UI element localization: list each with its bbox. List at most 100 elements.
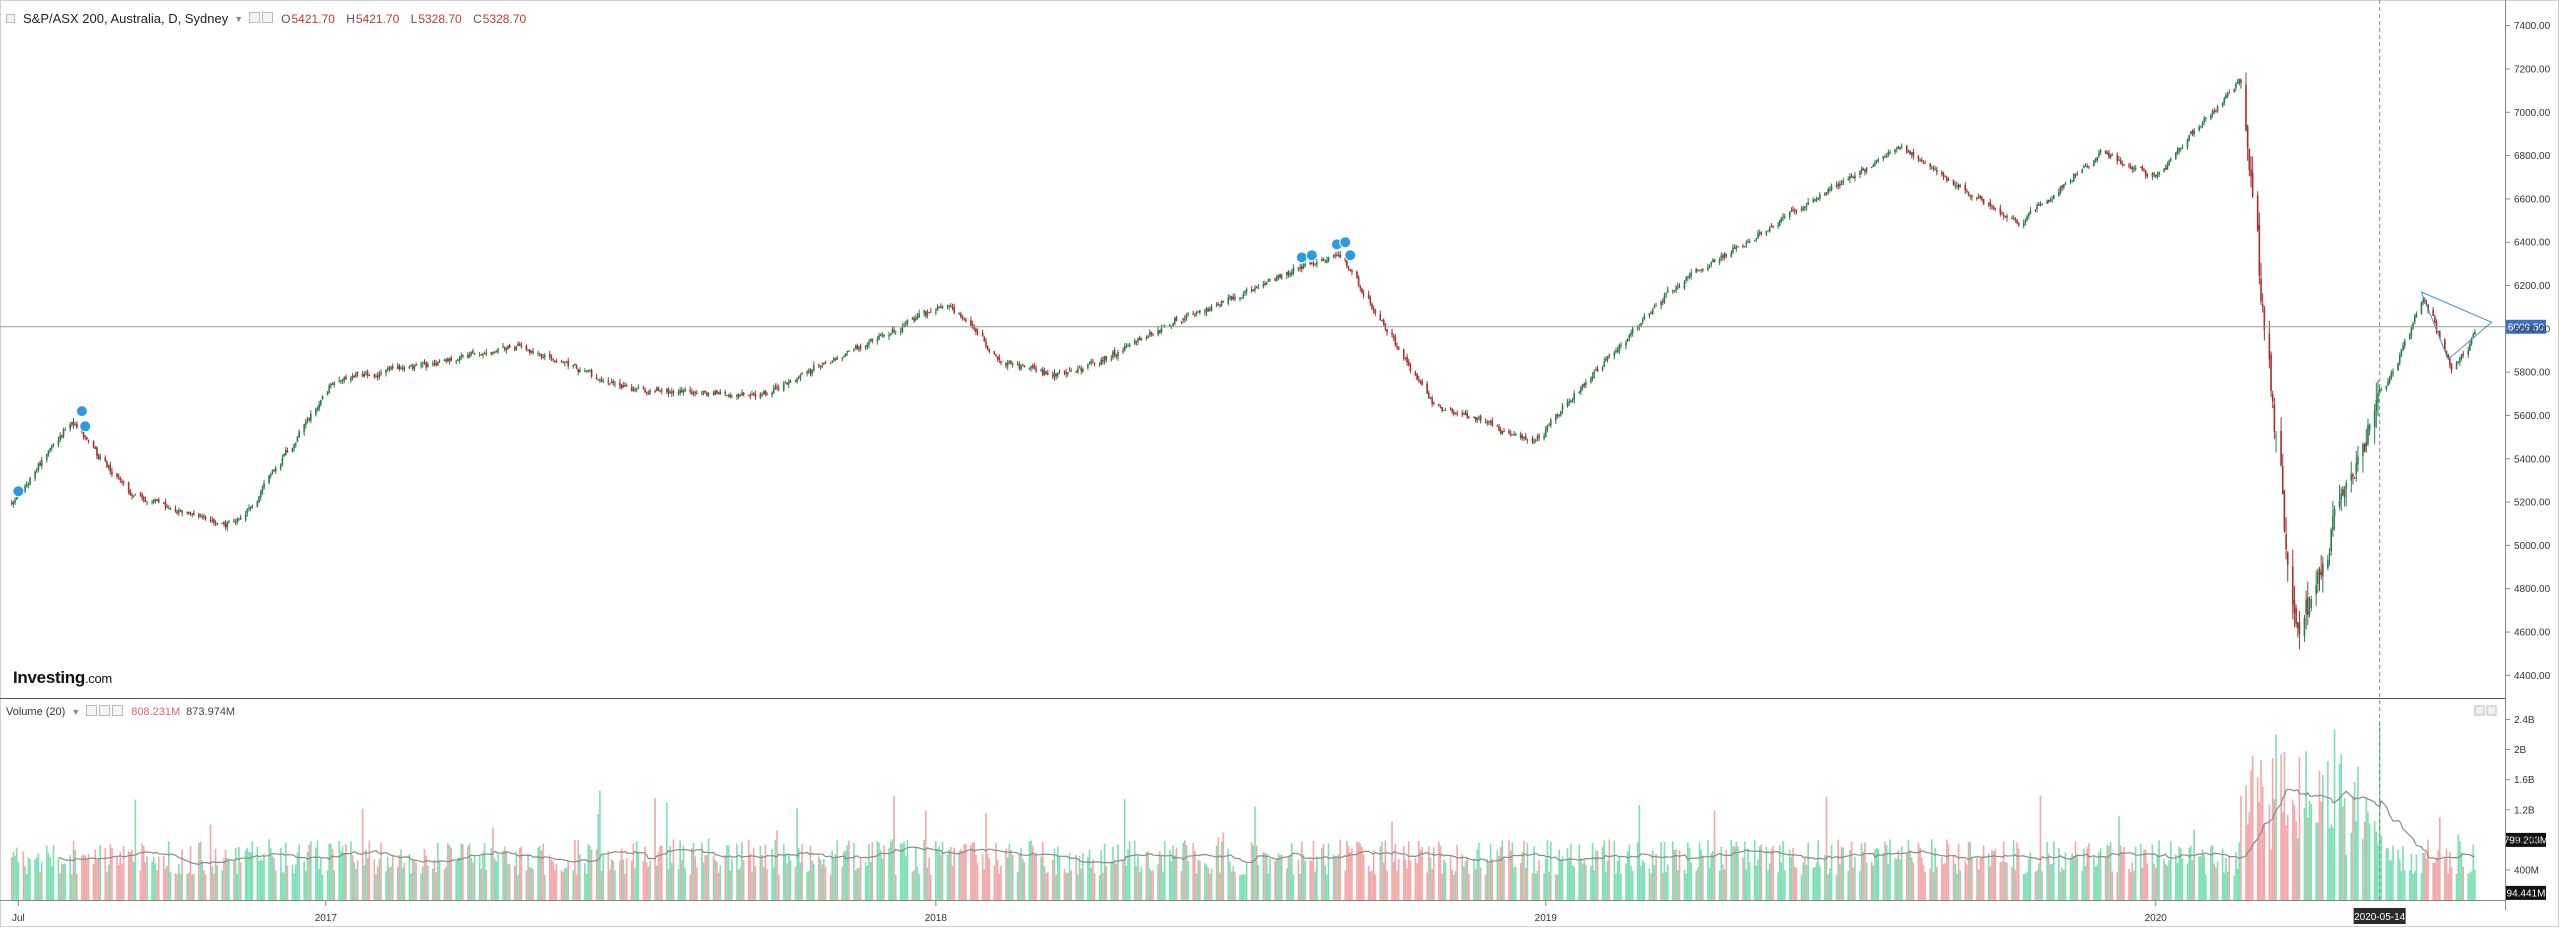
volume-bar	[238, 847, 240, 900]
candle-body	[737, 394, 740, 397]
volume-bar	[1195, 873, 1198, 900]
candle-body	[610, 381, 613, 384]
volume-bar	[1229, 861, 1231, 900]
volume-bar	[1344, 870, 1347, 900]
volume-bar	[689, 874, 691, 900]
candle-body	[1204, 311, 1206, 313]
candle-body	[462, 354, 464, 356]
candle-body	[1356, 271, 1358, 278]
volume-bar	[1100, 850, 1103, 900]
candle-body	[1987, 202, 1990, 205]
candle-body	[1336, 254, 1338, 256]
volume-bar	[532, 869, 534, 900]
candle-body	[2128, 165, 2130, 167]
candle-body	[1710, 262, 1713, 265]
candle-body	[1018, 363, 1021, 369]
candle-body	[1608, 355, 1611, 357]
candle-body	[1028, 367, 1031, 369]
candle-body	[1977, 196, 1980, 199]
volume-bar	[71, 874, 73, 900]
volume-ma-line	[58, 788, 2476, 866]
candle-body	[1269, 278, 1271, 280]
candle-body	[1929, 163, 1931, 167]
candle-body	[1082, 368, 1084, 372]
volume-bar	[2357, 766, 2359, 900]
volume-bar	[166, 865, 168, 900]
volume-bar	[1571, 865, 1574, 900]
candle-body	[502, 346, 504, 348]
volume-chevron-down-icon[interactable]: ▼	[71, 707, 81, 717]
candle-body	[2139, 166, 2142, 168]
volume-bar	[59, 873, 61, 900]
settings-box-icon[interactable]	[249, 11, 275, 26]
candle-body	[356, 372, 359, 374]
candle-body	[1788, 211, 1791, 217]
volume-bar	[1078, 855, 1081, 900]
open-label: O	[281, 11, 291, 26]
volume-bar	[1783, 869, 1786, 900]
volume-bar	[203, 869, 205, 900]
volume-bar	[84, 855, 87, 900]
volume-bar	[619, 860, 621, 900]
volume-bar	[1817, 840, 1819, 900]
volume-bar	[366, 858, 369, 900]
candle-body	[823, 362, 825, 365]
volume-bar	[528, 866, 531, 900]
volume-bar	[1981, 855, 1983, 900]
candle-body	[1045, 371, 1047, 374]
volume-bar	[2455, 873, 2458, 900]
volume-bar	[2074, 841, 2077, 900]
candle-body	[599, 379, 601, 381]
candle-body	[2129, 166, 2132, 169]
candle-body	[492, 351, 494, 354]
candle-body	[157, 499, 160, 503]
volume-bar	[614, 870, 616, 900]
volume-bar	[157, 856, 160, 900]
candle-body	[259, 492, 262, 498]
volume-bar	[1185, 844, 1188, 900]
candle-body	[1830, 186, 1833, 191]
candle-body	[1981, 197, 1983, 201]
candle-body	[129, 491, 132, 496]
volume-bar	[1234, 871, 1236, 900]
volume-bar	[152, 856, 155, 900]
volume-bar	[1840, 846, 1843, 900]
candle-body	[548, 354, 551, 358]
candle-body	[1220, 301, 1223, 306]
candle-body	[754, 394, 757, 397]
candle-body	[1110, 358, 1113, 360]
volume-bar	[2029, 852, 2032, 900]
candle-body	[659, 390, 661, 392]
candle-body	[1409, 364, 1412, 371]
volume-bar	[2144, 849, 2147, 900]
volume-bar	[470, 857, 473, 900]
volume-bar	[437, 843, 439, 900]
volume-bar	[1150, 870, 1153, 900]
candle-body	[2246, 126, 2249, 149]
candle-body	[706, 392, 708, 396]
volume-bar	[2271, 758, 2274, 900]
volume-bar	[426, 865, 429, 900]
volume-bar	[1402, 845, 1405, 900]
volume-bar	[2342, 806, 2344, 900]
candle-body	[1653, 306, 1656, 309]
volume-bar	[776, 830, 778, 900]
volume-bar	[819, 859, 822, 900]
candle-body	[2004, 215, 2007, 217]
volume-settings-box-icon[interactable]	[86, 705, 125, 719]
chevron-down-icon[interactable]: ▼	[234, 13, 244, 24]
candle-body	[527, 350, 529, 352]
volume-bar	[1942, 864, 1945, 900]
collapse-icon[interactable]	[6, 14, 15, 23]
volume-bar	[34, 859, 36, 900]
candle-body	[1511, 434, 1514, 436]
volume-bar	[2121, 852, 2124, 900]
volume-bar	[2273, 799, 2276, 900]
volume-bar	[396, 867, 399, 900]
candle-body	[2350, 473, 2353, 481]
candle-body	[2398, 355, 2401, 364]
candle-body	[341, 378, 344, 382]
volume-bar	[590, 849, 593, 900]
candle-body	[1626, 339, 1629, 342]
